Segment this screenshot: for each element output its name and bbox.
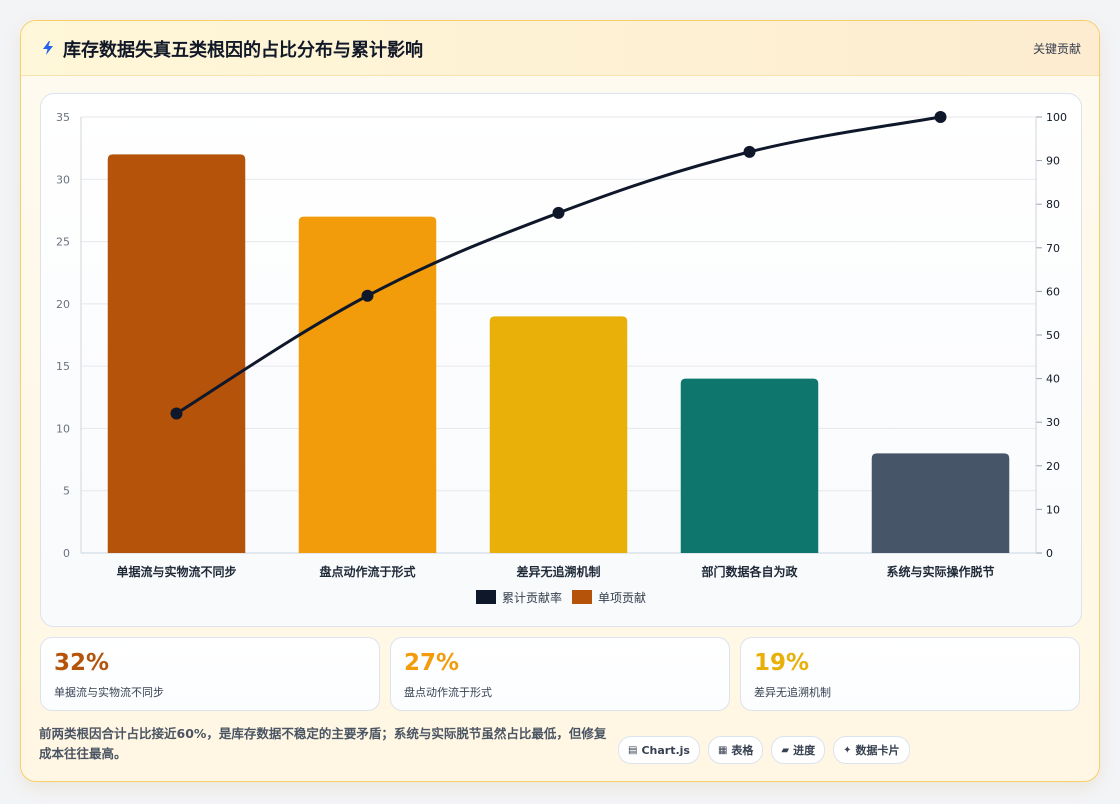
legend-label: 单项贡献	[598, 590, 647, 605]
y-left-tick-label: 25	[56, 236, 70, 249]
table-icon: ▦	[717, 744, 728, 756]
bar-1	[107, 154, 246, 553]
legend-label: 累计贡献率	[501, 590, 562, 605]
y-left-tick-label: 35	[56, 111, 70, 124]
chip-progress[interactable]: ▰ 进度	[771, 736, 826, 764]
y-right-tick-label: 100	[1046, 111, 1067, 124]
chart-legend: 累计贡献率 单项贡献	[41, 588, 1081, 606]
cumulative-point-1	[170, 407, 183, 420]
x-tick-label: 差异无追溯机制	[515, 564, 600, 579]
chip-label: 表格	[731, 744, 754, 757]
legend-swatch	[572, 590, 592, 604]
x-tick-label: 部门数据各自为政	[701, 564, 798, 579]
y-right-tick-label: 20	[1046, 460, 1060, 473]
sparkle-icon: ✦	[843, 744, 852, 756]
footnote: 前两类根因合计占比接近60%，是库存数据不稳定的主要矛盾；系统与实际脱节虽然占比…	[39, 726, 607, 761]
pareto-chart: 0 5 10 15 20 25 30 35 0 10 20 30 40 50 60 70 80 90 100 单据流与…	[56, 111, 1067, 579]
y-right-tick-label: 60	[1046, 285, 1060, 298]
y-right-tick-label: 70	[1046, 242, 1060, 255]
bar-2	[298, 216, 437, 553]
stat-value: 19%	[754, 650, 810, 676]
x-tick-label: 单据流与实物流不同步	[116, 564, 236, 579]
y-left-tick-label: 10	[56, 422, 70, 435]
stat-value: 32%	[54, 650, 110, 676]
chip-label: Chart.js	[641, 743, 690, 757]
y-right-tick-label: 10	[1046, 503, 1060, 516]
tech-chips: ▤ Chart.js ▦ 表格 ▰ 进度 ✦ 数据卡片	[618, 736, 910, 764]
y-left-tick-label: 15	[56, 360, 70, 373]
y-left-tick-label: 20	[56, 298, 70, 311]
stat-value: 27%	[404, 650, 460, 676]
cumulative-point-2	[361, 289, 374, 302]
cumulative-point-3	[552, 206, 565, 219]
chip-label: 数据卡片	[855, 744, 900, 757]
chart-panel: 0 5 10 15 20 25 30 35 0 10 20 30 40 50 60 70 80 90 100 单据流与…	[40, 93, 1082, 627]
progress-icon: ▰	[781, 744, 790, 756]
stat-label: 单据流与实物流不同步	[54, 686, 164, 699]
y-right-tick-label: 80	[1046, 198, 1060, 211]
bar-3	[489, 316, 628, 553]
legend-item-single[interactable]: 单项贡献	[572, 588, 646, 606]
lightning-icon	[43, 41, 53, 55]
stat-card-2: 27% 盘点动作流于形式	[390, 637, 730, 711]
stat-card-3: 19% 差异无追溯机制	[740, 637, 1080, 711]
x-tick-label: 系统与实际操作脱节	[886, 564, 994, 579]
report-card: 库存数据失真五类根因的占比分布与累计影响 关键贡献 0 5 10 15 20 25 30 35…	[20, 20, 1100, 782]
chip-data-card[interactable]: ✦ 数据卡片	[833, 736, 910, 764]
cumulative-point-4	[743, 145, 756, 158]
y-left-tick-label: 0	[63, 547, 70, 560]
y-left-tick-label: 5	[63, 485, 70, 498]
header-tag: 关键贡献	[1032, 42, 1081, 56]
bar-4	[680, 378, 819, 553]
cumulative-point-5	[934, 111, 947, 123]
y-left-tick-label: 30	[56, 173, 70, 186]
x-tick-label: 盘点动作流于形式	[319, 564, 415, 579]
y-right-tick-label: 50	[1046, 329, 1060, 342]
card-header: 库存数据失真五类根因的占比分布与累计影响 关键贡献	[21, 21, 1099, 76]
chip-chartjs[interactable]: ▤ Chart.js	[618, 736, 700, 764]
y-right-tick-label: 40	[1046, 373, 1060, 386]
y-right-tick-label: 90	[1046, 155, 1060, 168]
y-right-tick-label: 0	[1046, 547, 1053, 560]
page-title: 库存数据失真五类根因的占比分布与累计影响	[63, 40, 423, 61]
stat-label: 盘点动作流于形式	[404, 686, 492, 699]
chart-icon: ▤	[628, 744, 638, 756]
stat-card-1: 32% 单据流与实物流不同步	[40, 637, 380, 711]
stat-label: 差异无追溯机制	[754, 686, 831, 699]
legend-swatch	[475, 590, 496, 604]
legend-item-cumulative[interactable]: 累计贡献率	[475, 588, 562, 606]
bar-5	[871, 453, 1010, 553]
chip-label: 进度	[793, 744, 816, 757]
chip-table[interactable]: ▦ 表格	[707, 736, 764, 764]
y-right-tick-label: 30	[1046, 416, 1060, 429]
